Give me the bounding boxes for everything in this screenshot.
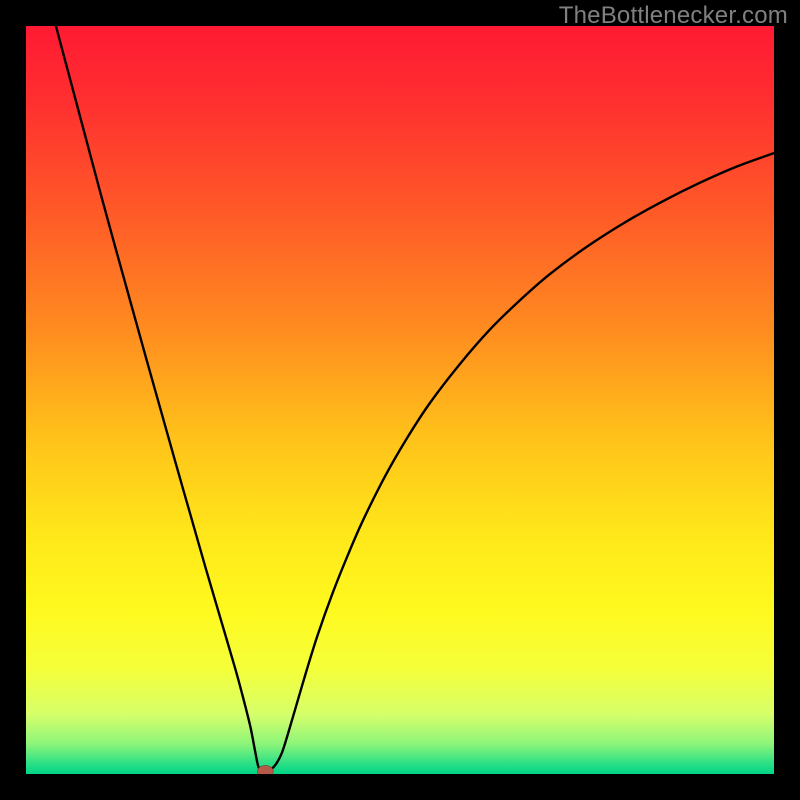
gradient-background bbox=[26, 26, 774, 774]
chart-canvas: TheBottlenecker.com bbox=[0, 0, 800, 800]
gradient-chart-svg bbox=[26, 26, 774, 774]
plot-area bbox=[26, 26, 774, 774]
watermark-text: TheBottlenecker.com bbox=[559, 2, 788, 30]
